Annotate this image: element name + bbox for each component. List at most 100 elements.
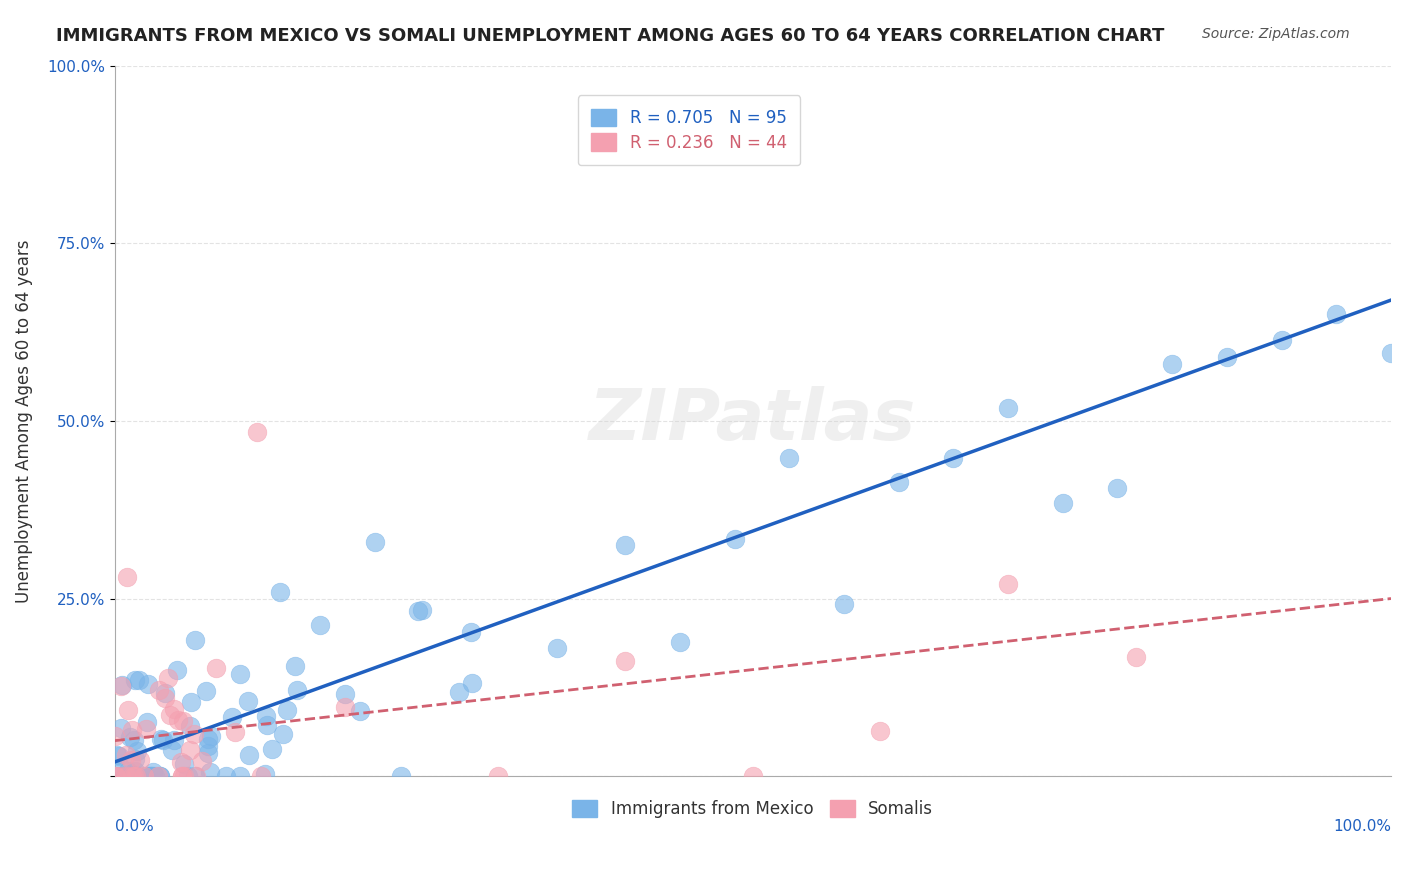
Immigrants from Mexico — [125, 744, 148, 758]
Somalis — [183, 727, 205, 741]
Immigrants from Mexico — [149, 769, 172, 783]
Immigrants from Mexico — [461, 676, 484, 690]
Somalis — [173, 769, 195, 783]
Somalis — [614, 654, 637, 668]
Text: 100.0%: 100.0% — [1333, 819, 1391, 834]
Immigrants from Mexico — [221, 710, 243, 724]
Immigrants from Mexico — [256, 718, 278, 732]
Immigrants from Mexico — [127, 769, 149, 783]
Somalis — [155, 690, 177, 705]
Immigrants from Mexico — [152, 733, 174, 747]
Immigrants from Mexico — [723, 532, 745, 546]
Immigrants from Mexico — [108, 748, 131, 763]
Immigrants from Mexico — [153, 686, 176, 700]
Somalis — [132, 769, 155, 783]
Immigrants from Mexico — [229, 769, 252, 783]
Immigrants from Mexico — [143, 769, 166, 783]
Somalis — [157, 671, 180, 685]
Immigrants from Mexico — [141, 769, 163, 783]
Immigrants from Mexico — [127, 769, 149, 783]
Immigrants from Mexico — [273, 727, 295, 741]
Immigrants from Mexico — [197, 746, 219, 760]
Text: ZIPatlas: ZIPatlas — [589, 386, 917, 456]
Somalis — [167, 714, 190, 728]
Somalis — [204, 661, 226, 675]
Somalis — [128, 753, 150, 767]
Immigrants from Mexico — [110, 761, 132, 775]
Immigrants from Mexico — [107, 769, 129, 783]
Immigrants from Mexico — [942, 450, 965, 465]
Immigrants from Mexico — [124, 764, 146, 778]
Immigrants from Mexico — [406, 604, 429, 618]
Immigrants from Mexico — [142, 764, 165, 779]
Somalis — [135, 722, 157, 736]
Somalis — [869, 724, 891, 739]
Immigrants from Mexico — [177, 769, 200, 783]
Immigrants from Mexico — [121, 769, 143, 783]
Immigrants from Mexico — [105, 747, 128, 762]
Immigrants from Mexico — [136, 677, 159, 691]
Immigrants from Mexico — [411, 602, 433, 616]
Immigrants from Mexico — [1161, 357, 1184, 371]
Immigrants from Mexico — [284, 659, 307, 673]
Immigrants from Mexico — [238, 747, 260, 762]
Somalis — [179, 742, 201, 756]
Somalis — [115, 748, 138, 763]
Immigrants from Mexico — [447, 684, 470, 698]
Immigrants from Mexico — [1216, 350, 1239, 364]
Immigrants from Mexico — [236, 694, 259, 708]
Immigrants from Mexico — [460, 625, 482, 640]
Immigrants from Mexico — [269, 584, 291, 599]
Immigrants from Mexico — [117, 764, 139, 778]
Immigrants from Mexico — [1324, 307, 1347, 321]
Immigrants from Mexico — [198, 764, 221, 779]
Immigrants from Mexico — [997, 401, 1019, 416]
Immigrants from Mexico — [118, 769, 141, 783]
Somalis — [170, 755, 193, 769]
Immigrants from Mexico — [183, 769, 205, 783]
Immigrants from Mexico — [214, 769, 236, 783]
Immigrants from Mexico — [150, 732, 173, 747]
Somalis — [159, 707, 181, 722]
Immigrants from Mexico — [285, 682, 308, 697]
Immigrants from Mexico — [124, 673, 146, 687]
Somalis — [110, 769, 132, 783]
Immigrants from Mexico — [128, 673, 150, 687]
Immigrants from Mexico — [887, 475, 910, 489]
Immigrants from Mexico — [120, 730, 142, 744]
Y-axis label: Unemployment Among Ages 60 to 64 years: Unemployment Among Ages 60 to 64 years — [15, 239, 32, 603]
Immigrants from Mexico — [122, 733, 145, 747]
Text: Source: ZipAtlas.com: Source: ZipAtlas.com — [1202, 27, 1350, 41]
Immigrants from Mexico — [184, 632, 207, 647]
Immigrants from Mexico — [111, 678, 134, 692]
Somalis — [121, 723, 143, 738]
Immigrants from Mexico — [108, 769, 131, 783]
Somalis — [741, 769, 763, 783]
Immigrants from Mexico — [141, 769, 163, 783]
Immigrants from Mexico — [112, 769, 135, 783]
Somalis — [170, 769, 193, 783]
Somalis — [146, 769, 169, 783]
Somalis — [104, 769, 127, 783]
Somalis — [246, 425, 269, 439]
Immigrants from Mexico — [1271, 333, 1294, 347]
Immigrants from Mexico — [121, 769, 143, 783]
Immigrants from Mexico — [389, 769, 412, 783]
Somalis — [249, 769, 271, 783]
Immigrants from Mexico — [260, 741, 283, 756]
Immigrants from Mexico — [832, 597, 855, 611]
Somalis — [114, 769, 136, 783]
Immigrants from Mexico — [1379, 346, 1402, 360]
Immigrants from Mexico — [254, 767, 277, 781]
Somalis — [117, 703, 139, 717]
Immigrants from Mexico — [669, 634, 692, 648]
Immigrants from Mexico — [139, 769, 162, 783]
Somalis — [110, 679, 132, 693]
Immigrants from Mexico — [139, 769, 162, 783]
Somalis — [124, 769, 146, 783]
Somalis — [104, 729, 127, 743]
Immigrants from Mexico — [179, 719, 201, 733]
Somalis — [105, 769, 128, 783]
Immigrants from Mexico — [197, 732, 219, 747]
Immigrants from Mexico — [173, 757, 195, 772]
